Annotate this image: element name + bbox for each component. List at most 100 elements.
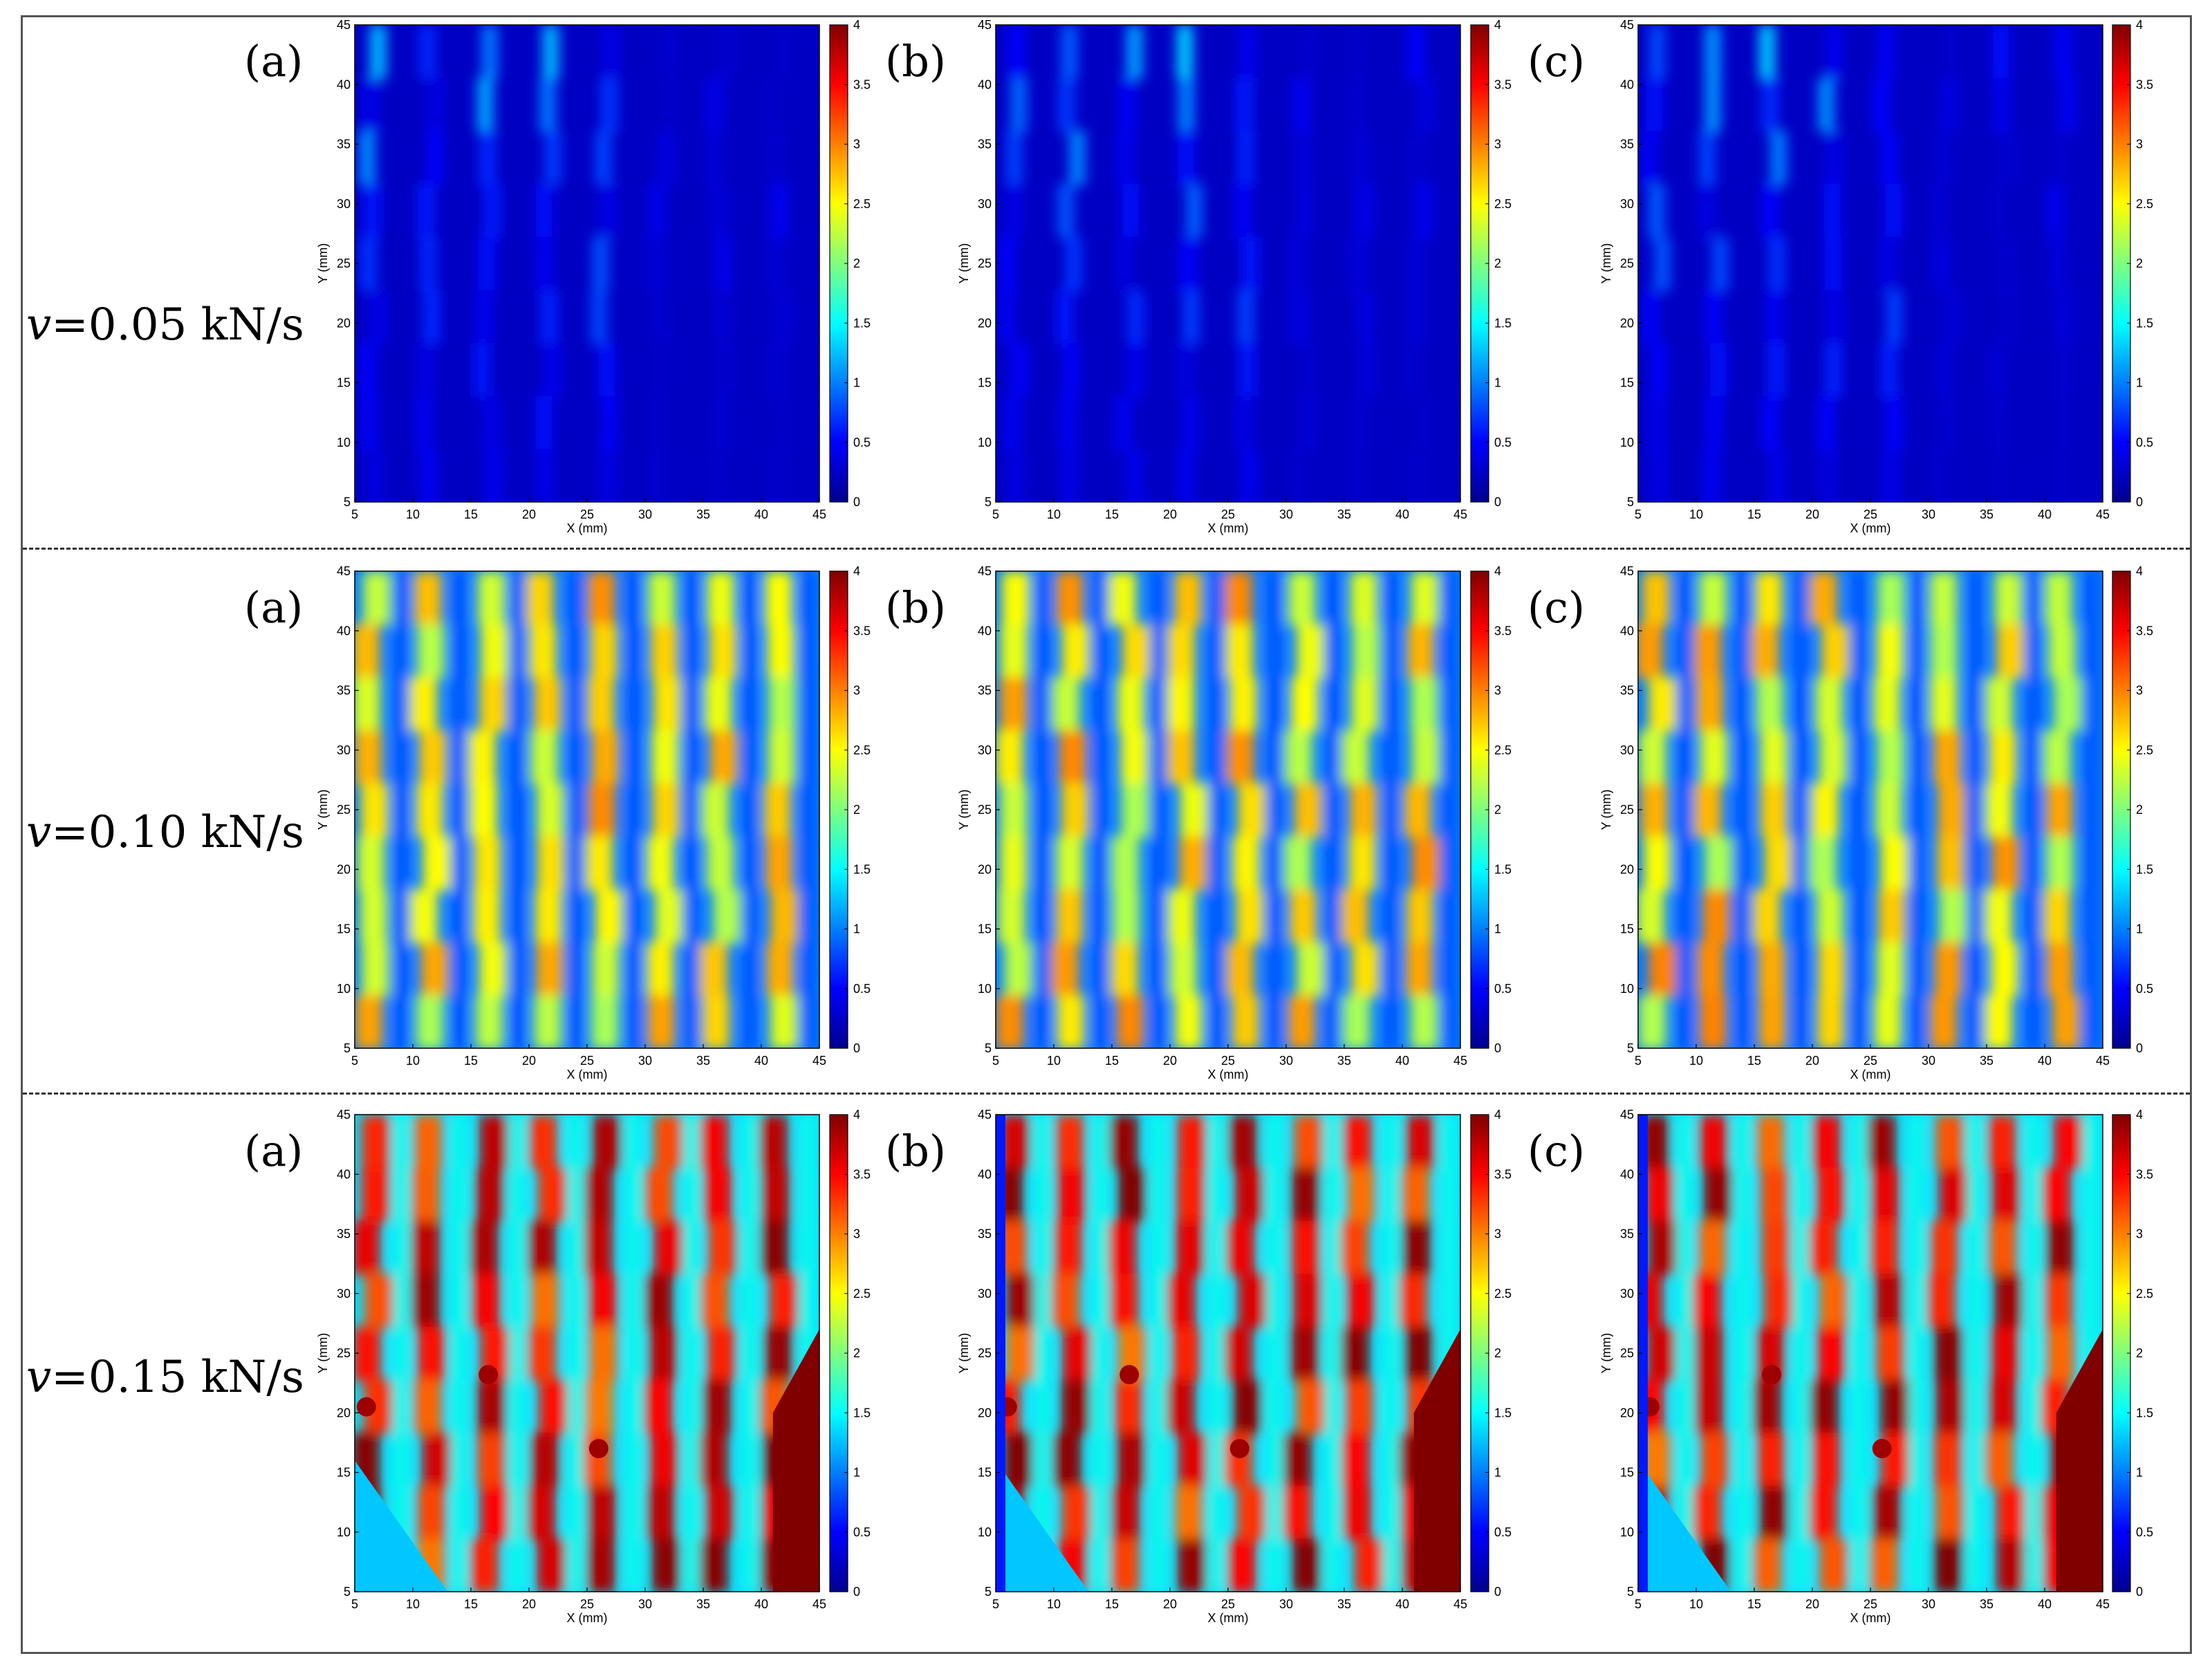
heatmap-stripe — [2045, 836, 2074, 891]
heatmap-valley — [1153, 1115, 1164, 1592]
x-tick-label: 10 — [1689, 1597, 1703, 1611]
heatmap-valley — [454, 571, 465, 1048]
x-tick-label: 35 — [696, 1597, 710, 1611]
heatmap-stripe — [1240, 449, 1258, 502]
heatmap-stripe — [602, 25, 619, 80]
heatmap-stripe — [1704, 77, 1721, 133]
heatmap-stripe — [1935, 1379, 1964, 1434]
heatmap-stripe — [595, 131, 612, 185]
heatmap-stripe — [1341, 1220, 1369, 1275]
x-tick-label: 5 — [1635, 1054, 1642, 1068]
heatmap-stripe — [1341, 1433, 1370, 1487]
y-tick-label: 40 — [978, 1167, 992, 1181]
heatmap-stripe — [1881, 131, 1898, 185]
heatmap-stripe — [647, 236, 664, 292]
heatmap-stripe — [364, 1274, 393, 1328]
heatmap-stripe — [997, 889, 1026, 944]
heatmap-stripe — [1712, 236, 1729, 292]
heatmap-stripe — [478, 942, 507, 997]
heatmap-stripe — [1936, 836, 1965, 891]
heatmap-stripe — [1642, 290, 1659, 344]
heatmap-stripe — [1886, 396, 1902, 451]
x-tick-label: 5 — [351, 508, 358, 521]
heatmap-stripe — [587, 1538, 616, 1592]
heatmap-stripe — [1411, 836, 1440, 891]
heatmap-stripe — [1696, 942, 1725, 997]
heatmap-stripe — [1288, 571, 1316, 626]
y-tick-label: 35 — [1620, 1227, 1634, 1241]
heatmap-stripe — [1985, 1433, 2014, 1487]
heatmap-stripe — [1760, 730, 1788, 785]
colorbar-tick-label: 3.5 — [853, 77, 871, 91]
heatmap-stripe — [417, 343, 434, 398]
heatmap-stripe — [1063, 343, 1079, 398]
heatmap-stripe — [1178, 131, 1195, 185]
heatmap-stripe — [355, 624, 380, 679]
heatmap-stripe — [763, 77, 781, 133]
heatmap-stripe — [1120, 730, 1149, 785]
heatmap-stripe — [1996, 624, 2025, 679]
panel-letter: (b) — [885, 1126, 947, 1176]
colorbar-tick-label: 2.5 — [853, 1287, 871, 1301]
heatmap-stripe — [1698, 184, 1716, 239]
heatmap-stripe — [1004, 942, 1032, 997]
heatmap-stripe — [1350, 449, 1367, 502]
heatmap-stripe — [770, 995, 798, 1048]
y-tick-label: 25 — [1620, 257, 1634, 270]
heatmap-stripe — [1819, 1274, 1848, 1328]
heatmap-stripe — [1349, 783, 1378, 838]
heatmap-stripe — [1341, 889, 1369, 944]
heatmap-stripe — [1759, 1485, 1787, 1541]
y-tick-label: 5 — [1627, 495, 1634, 509]
heatmap-stripe — [1179, 836, 1207, 891]
heatmap-stripe — [533, 995, 562, 1048]
heatmap-valley — [1969, 571, 1981, 1048]
heatmap-stripe — [477, 571, 505, 626]
colorbar-tick-label: 0.5 — [1494, 436, 1512, 449]
heatmap-stripe — [1763, 1274, 1792, 1328]
heatmap-valley — [744, 571, 756, 1048]
heatmap-stripe — [1648, 677, 1677, 732]
heatmap-stripe — [1116, 236, 1133, 292]
y-tick-label: 10 — [337, 1525, 351, 1539]
colorbar-tick-label: 1 — [1494, 376, 1501, 390]
y-tick-label: 25 — [1620, 803, 1634, 817]
heatmap-stripe — [1646, 1326, 1675, 1382]
heatmap-stripe — [427, 131, 443, 185]
x-axis-label: X (mm) — [1208, 521, 1249, 535]
heatmap-stripe — [645, 1167, 673, 1222]
heatmap-stripe — [1821, 624, 1850, 679]
heatmap-stripe — [715, 236, 732, 292]
x-axis-label: X (mm) — [567, 1611, 608, 1625]
heatmap-stripe — [1940, 77, 1958, 133]
x-tick-label: 20 — [1163, 508, 1177, 521]
heatmap-stripe — [1761, 77, 1778, 133]
heatmap-stripe — [1290, 677, 1319, 732]
heatmap-stripe — [1929, 995, 1958, 1048]
low-corner — [996, 1460, 1089, 1592]
heatmap-stripe — [1232, 836, 1261, 891]
row-label-3: v=0.15 kN/s — [26, 1352, 304, 1403]
y-tick-label: 5 — [985, 495, 992, 509]
heatmap-stripe — [1289, 236, 1306, 292]
heatmap-stripe — [1005, 1274, 1034, 1328]
x-tick-label: 45 — [1453, 1597, 1467, 1611]
heatmap-stripe — [588, 1485, 616, 1541]
heatmap-stripe — [2047, 184, 2063, 239]
heatmap-stripe — [1296, 1379, 1325, 1434]
heatmap-stripe — [2045, 783, 2074, 838]
heatmap-stripe — [1283, 836, 1312, 891]
panel-letter: (b) — [885, 582, 947, 633]
heatmap-stripe — [1356, 184, 1373, 239]
heatmap-stripe — [360, 343, 376, 398]
heatmap-stripe — [478, 236, 495, 292]
y-axis-label: Y (mm) — [957, 1333, 971, 1374]
heatmap-stripe — [1418, 77, 1434, 133]
heatmap-valley — [1211, 1115, 1223, 1592]
heatmap-stripe — [1055, 571, 1084, 626]
heatmap-stripe — [355, 995, 383, 1048]
heatmap-stripe — [1169, 942, 1198, 997]
y-tick-label: 15 — [978, 922, 992, 936]
